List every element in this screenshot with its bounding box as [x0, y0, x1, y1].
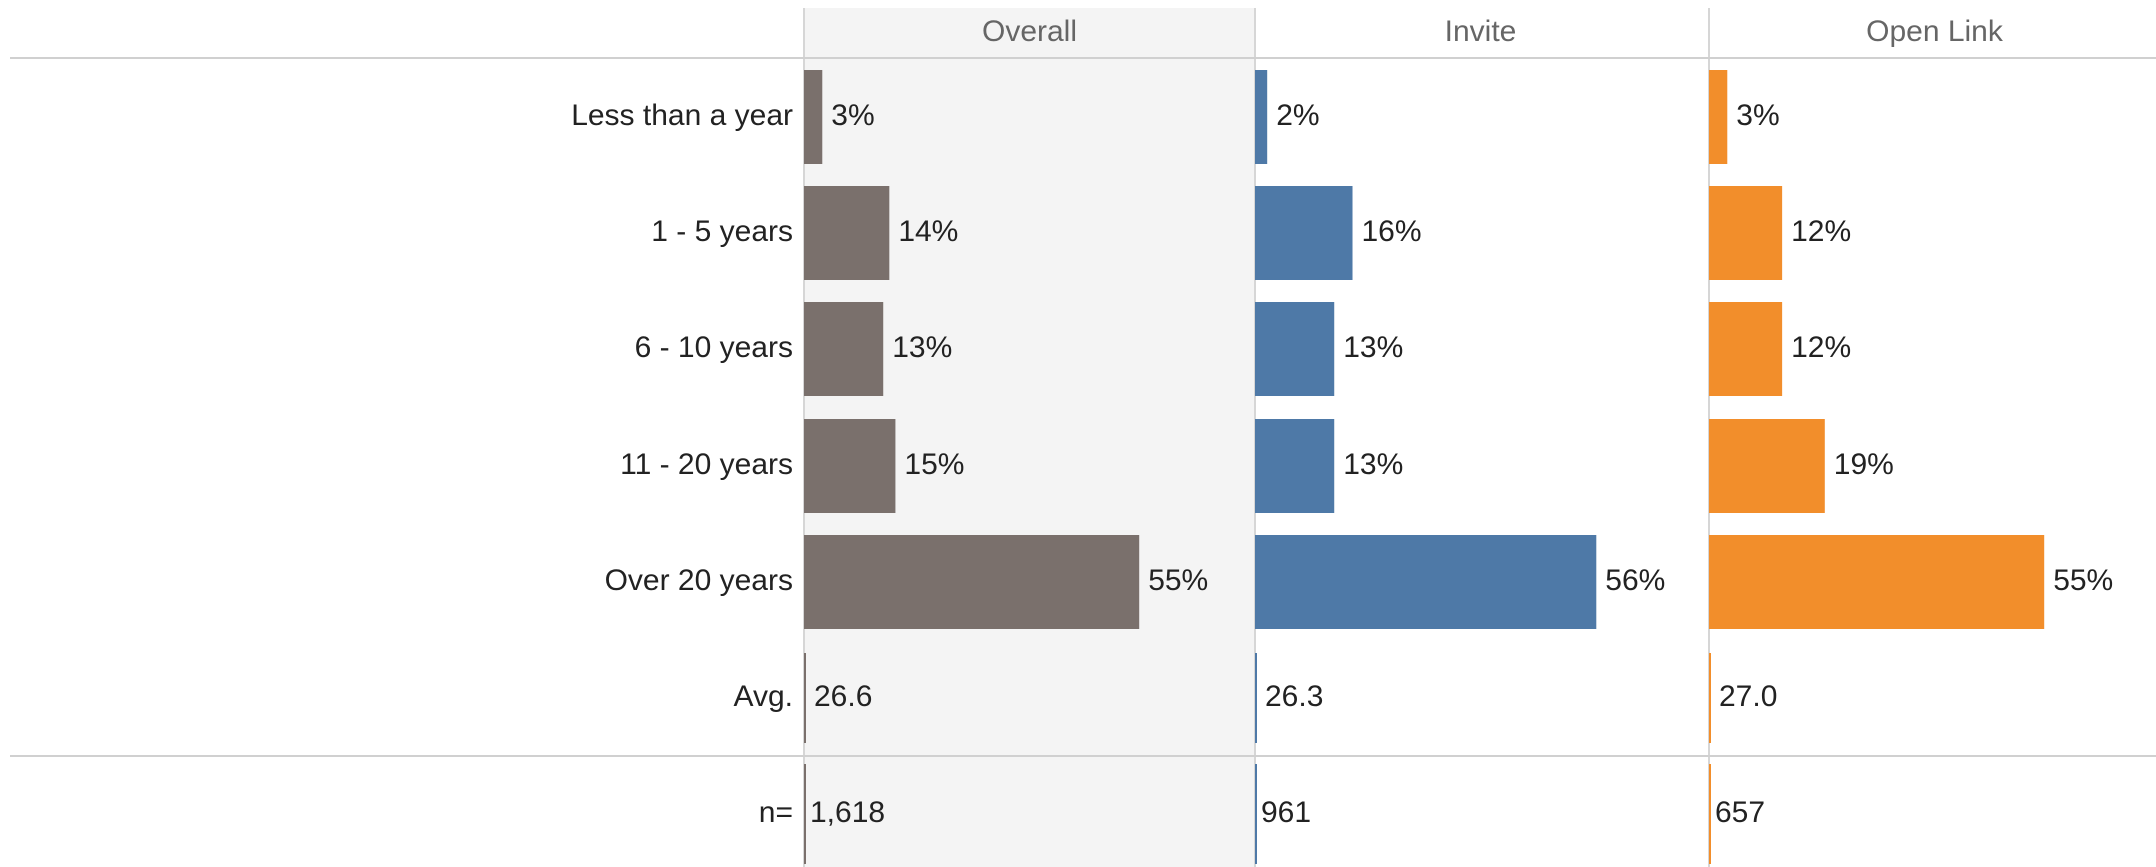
- value-label: 3%: [1736, 99, 1779, 132]
- row-label: 11 - 20 years: [620, 448, 793, 481]
- n-label: 657: [1715, 796, 1765, 829]
- value-label: 12%: [1791, 331, 1851, 364]
- avg-label: 27.0: [1719, 680, 1777, 713]
- value-label: 3%: [831, 99, 874, 132]
- bar: [804, 186, 890, 280]
- row-label: 6 - 10 years: [635, 331, 793, 364]
- value-label: 14%: [898, 215, 958, 248]
- n-label: 961: [1261, 796, 1311, 829]
- value-label: 56%: [1605, 564, 1665, 597]
- column-header: Open Link: [1866, 15, 2004, 48]
- bar: [1709, 302, 1783, 396]
- bar: [1255, 535, 1597, 629]
- row-label: Avg.: [734, 680, 794, 713]
- bar: [1709, 70, 1728, 164]
- row-label: n=: [759, 796, 793, 829]
- bar: [1255, 186, 1353, 280]
- bar: [804, 419, 896, 513]
- row-label: Less than a year: [571, 99, 793, 132]
- row-label: Over 20 years: [605, 564, 793, 597]
- bar: [1255, 419, 1335, 513]
- value-label: 13%: [1343, 331, 1403, 364]
- bar: [1709, 419, 1825, 513]
- n-label: 1,618: [810, 796, 885, 829]
- column-header: Overall: [982, 15, 1077, 48]
- value-label: 16%: [1362, 215, 1422, 248]
- value-label: 2%: [1276, 99, 1319, 132]
- bar: [804, 70, 823, 164]
- value-label: 13%: [1343, 448, 1403, 481]
- bar: [804, 302, 884, 396]
- bar: [1709, 535, 2045, 629]
- column-header: Invite: [1445, 15, 1517, 48]
- bar: [1255, 302, 1335, 396]
- value-label: 55%: [1148, 564, 1208, 597]
- bar: [1255, 70, 1268, 164]
- value-label: 13%: [892, 331, 952, 364]
- value-label: 55%: [2053, 564, 2113, 597]
- bar: [1709, 186, 1783, 280]
- bar: [804, 535, 1140, 629]
- row-label: 1 - 5 years: [651, 215, 793, 248]
- avg-label: 26.3: [1265, 680, 1323, 713]
- value-label: 19%: [1834, 448, 1894, 481]
- value-label: 12%: [1791, 215, 1851, 248]
- avg-label: 26.6: [814, 680, 872, 713]
- value-label: 15%: [904, 448, 964, 481]
